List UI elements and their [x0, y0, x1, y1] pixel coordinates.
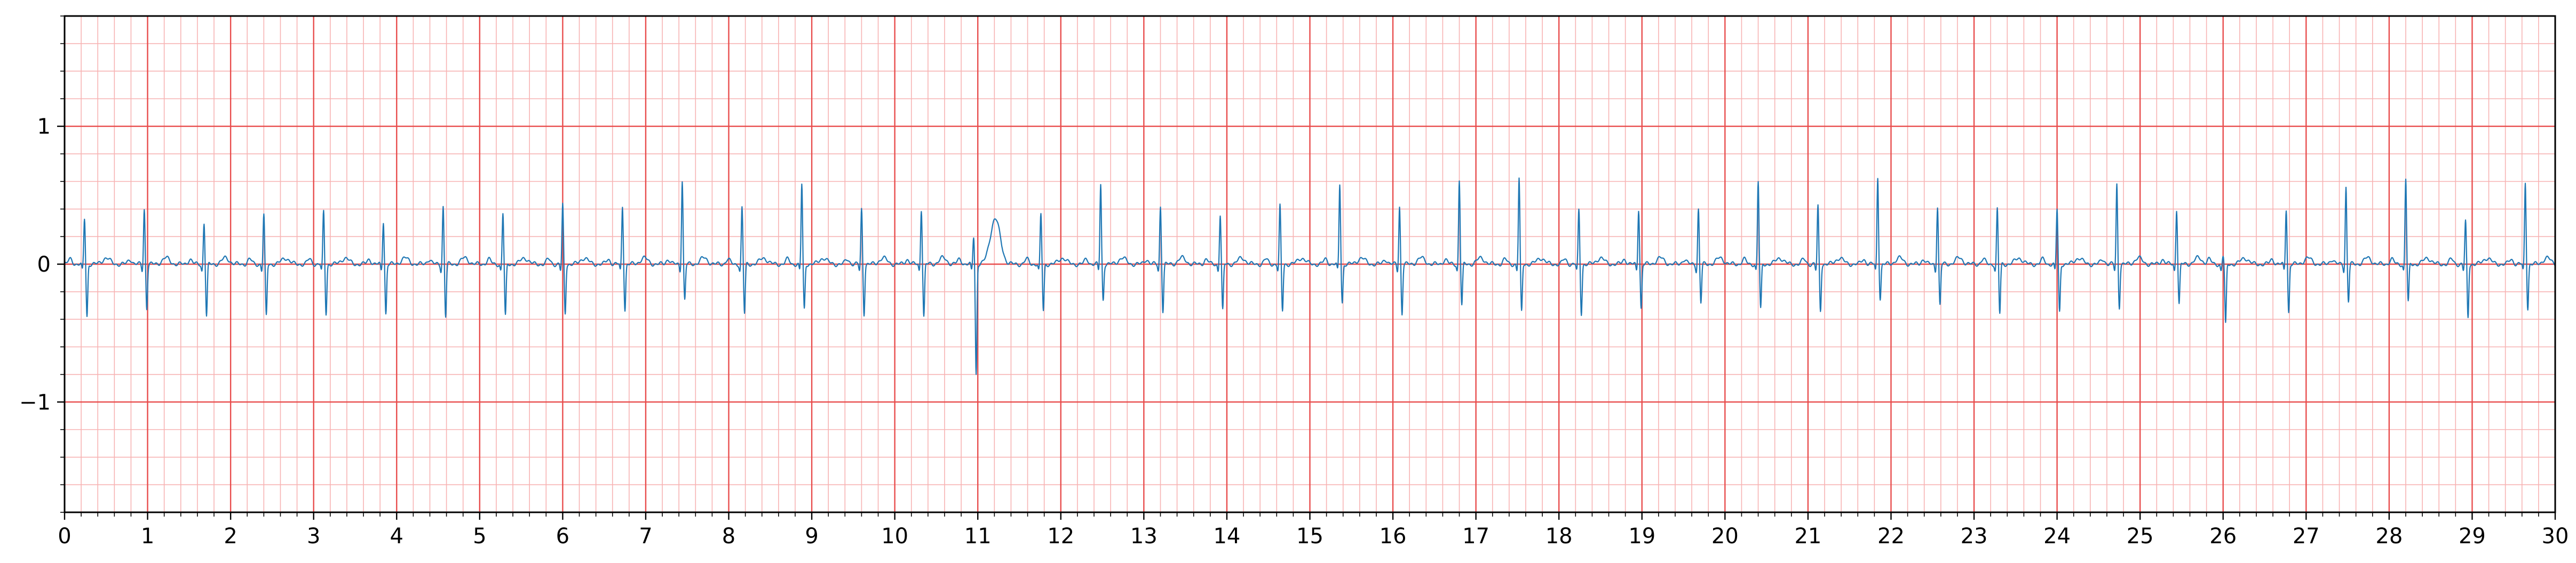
x-tick-label: 30	[2542, 524, 2569, 549]
x-tick-label: 21	[1794, 524, 1821, 549]
y-tick-label: 0	[37, 252, 51, 277]
x-tick-label: 5	[473, 524, 486, 549]
x-tick-label: 16	[1380, 524, 1407, 549]
x-tick-label: 25	[2127, 524, 2154, 549]
x-tick-label: 0	[58, 524, 71, 549]
x-tick-label: 28	[2375, 524, 2403, 549]
x-tick-label: 24	[2043, 524, 2071, 549]
x-tick-label: 14	[1213, 524, 1240, 549]
x-tick-label: 9	[805, 524, 818, 549]
x-tick-label: 4	[390, 524, 403, 549]
x-tick-label: 19	[1628, 524, 1655, 549]
x-tick-label: 23	[1961, 524, 1988, 549]
x-tick-label: 27	[2293, 524, 2320, 549]
x-tick-label: 6	[556, 524, 569, 549]
x-tick-label: 12	[1047, 524, 1074, 549]
x-tick-labels: 0 1 2 3 4 5 6 7 8 9 10 11 12 13 14 15 16 17 18 19 20 21 22 23 24…	[58, 524, 2569, 549]
x-tick-label: 8	[722, 524, 735, 549]
x-tick-label: 3	[307, 524, 320, 549]
x-tick-label: 10	[881, 524, 908, 549]
x-tick-label: 26	[2209, 524, 2237, 549]
tick-marks	[57, 15, 2556, 520]
ecg-trace	[64, 177, 2556, 375]
x-tick-label: 15	[1296, 524, 1323, 549]
x-tick-label: 18	[1545, 524, 1573, 549]
x-tick-label: 7	[639, 524, 652, 549]
x-tick-label: 1	[141, 524, 154, 549]
y-tick-label: −1	[19, 390, 51, 415]
y-tick-label: 1	[37, 115, 51, 139]
ecg-trace-layer	[64, 177, 2556, 375]
x-tick-label: 17	[1462, 524, 1489, 549]
x-tick-label: 29	[2459, 524, 2486, 549]
x-tick-label: 22	[1877, 524, 1905, 549]
x-tick-label: 2	[224, 524, 237, 549]
x-tick-label: 20	[1711, 524, 1739, 549]
x-tick-label: 11	[964, 524, 992, 549]
y-tick-labels: 1 0 −1	[19, 115, 51, 415]
x-tick-label: 13	[1130, 524, 1158, 549]
